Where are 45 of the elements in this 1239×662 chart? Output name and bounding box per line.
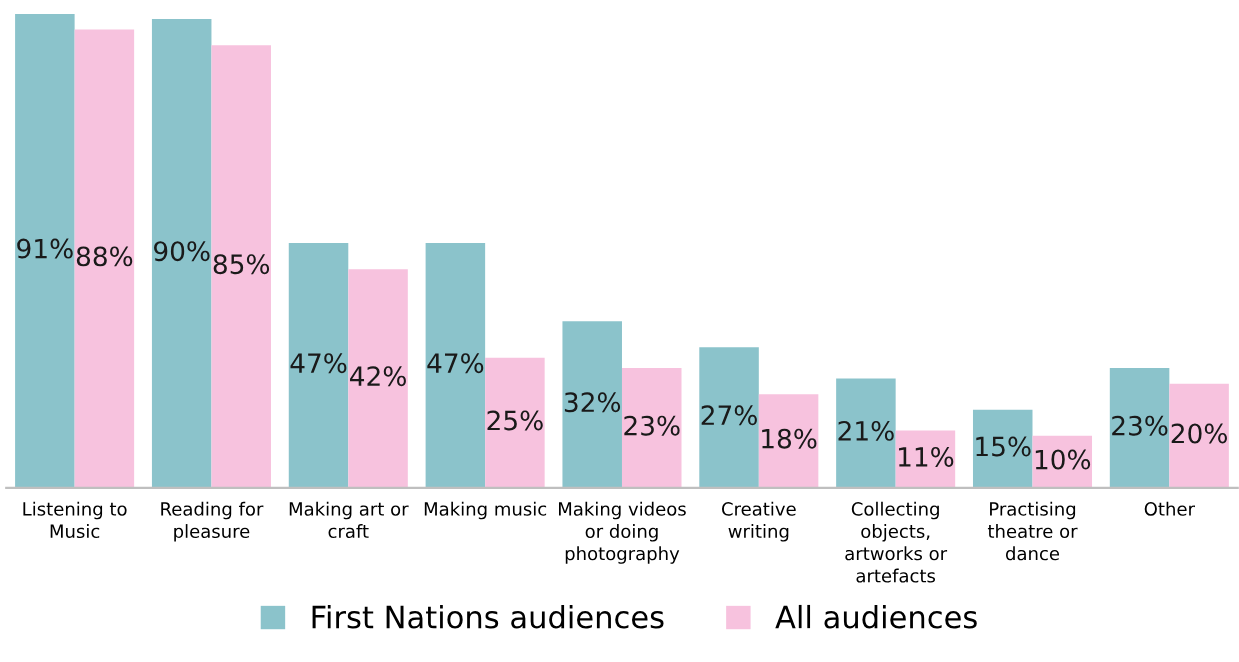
x-tick-label: Making music <box>424 501 547 520</box>
data-label: 47% <box>427 353 484 374</box>
bar <box>562 321 622 488</box>
data-label: 18% <box>762 428 817 449</box>
x-tick-label: Practising theatre or dance <box>987 501 1078 561</box>
data-label: 20% <box>1171 423 1227 444</box>
data-label: 10% <box>1035 449 1091 470</box>
x-tick-label: Reading for pleasure <box>161 501 264 542</box>
bar <box>151 19 212 488</box>
data-label: 11% <box>898 446 954 467</box>
bar <box>699 347 759 488</box>
data-label: 32% <box>564 392 621 413</box>
bar <box>1109 368 1170 488</box>
data-label: 27% <box>701 405 757 426</box>
bar <box>621 368 682 488</box>
x-tick-label: Creative writing <box>721 501 796 542</box>
data-label: 15% <box>976 436 1031 457</box>
bar <box>288 243 349 488</box>
data-label: 47% <box>290 353 347 374</box>
x-tick-label: Making videos or doing photography <box>559 501 686 564</box>
data-label: 90% <box>154 241 210 262</box>
data-label: 21% <box>838 420 894 441</box>
x-tick-label: Other <box>1144 501 1195 516</box>
data-label: 88% <box>76 246 133 267</box>
data-label: 85% <box>213 254 270 275</box>
bar <box>972 409 1033 488</box>
x-tick-label: Making art or craft <box>289 501 409 539</box>
bar <box>758 394 819 488</box>
bar <box>1169 383 1229 488</box>
legend-label: First Nations audiences <box>312 604 664 629</box>
x-tick-label: Collecting objects, artworks or artefacts <box>845 501 948 583</box>
data-label: 91% <box>17 238 73 259</box>
bar <box>485 357 545 488</box>
legend-label: All audiences <box>775 604 977 629</box>
bar <box>425 243 486 488</box>
data-label: 23% <box>624 415 680 436</box>
data-label: 23% <box>1112 415 1168 436</box>
bar <box>15 13 75 488</box>
data-label: 25% <box>487 410 543 431</box>
data-label: 42% <box>350 366 406 387</box>
bar <box>836 378 896 488</box>
bar <box>348 269 408 488</box>
bar <box>211 45 271 488</box>
x-tick-label: Listening to Music <box>23 501 127 539</box>
bar <box>74 29 135 488</box>
